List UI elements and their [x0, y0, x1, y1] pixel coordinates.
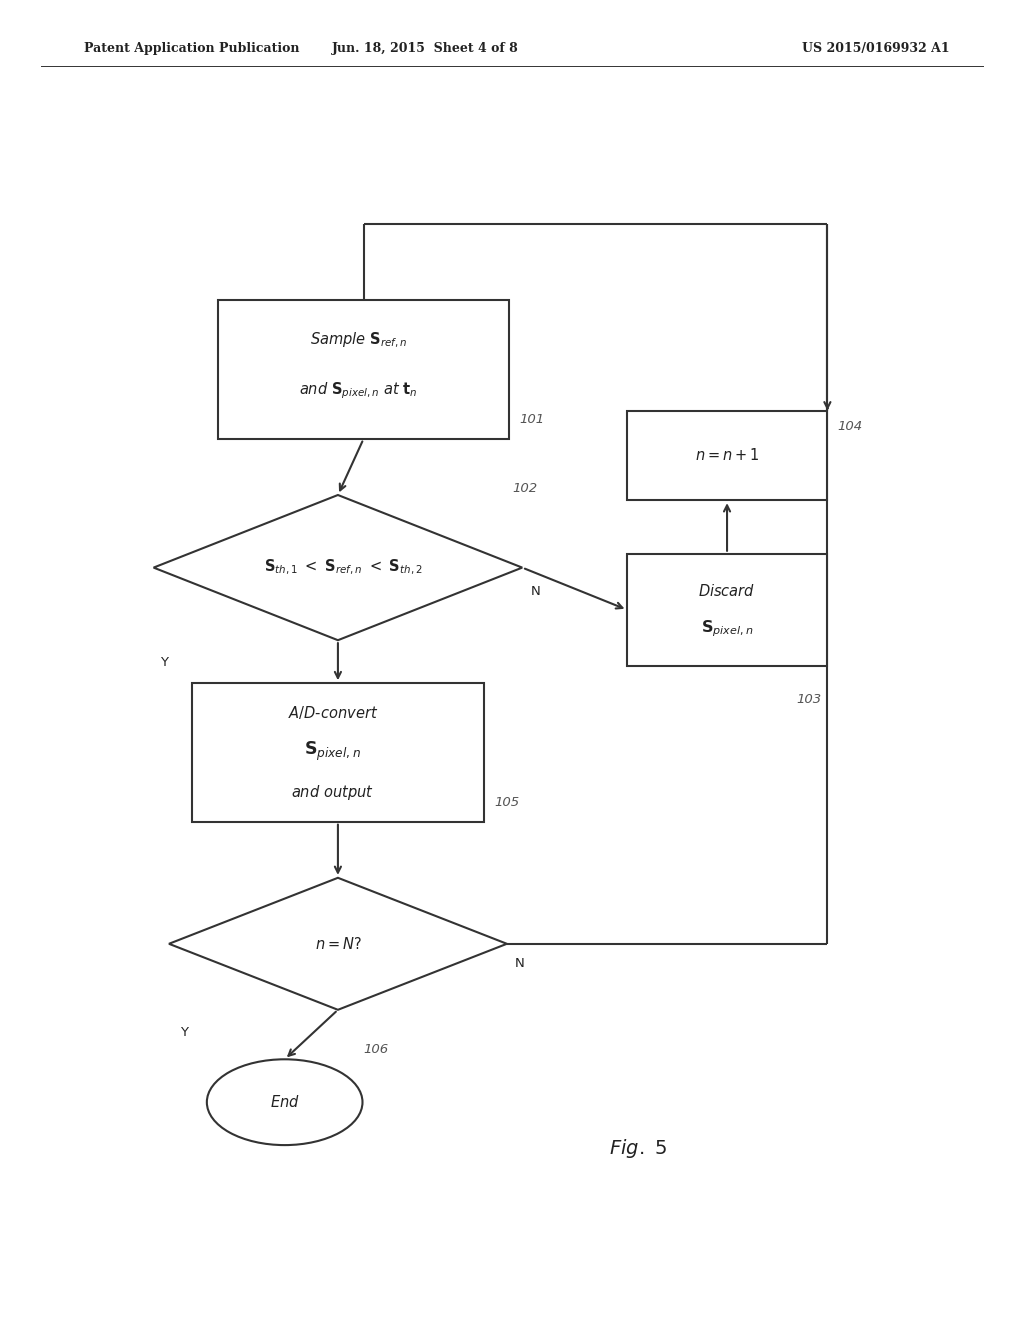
- Text: $\it{A/D\text{-}convert}$: $\it{A/D\text{-}convert}$: [288, 705, 378, 721]
- Text: $\mathbf{S}_{\mathit{pixel,n}}$: $\mathbf{S}_{\mathit{pixel,n}}$: [304, 739, 361, 763]
- Text: Jun. 18, 2015  Sheet 4 of 8: Jun. 18, 2015 Sheet 4 of 8: [332, 42, 518, 54]
- Text: Y: Y: [180, 1026, 188, 1039]
- Polygon shape: [154, 495, 522, 640]
- FancyBboxPatch shape: [627, 411, 826, 500]
- Text: $\it{Fig.\ 5}$: $\it{Fig.\ 5}$: [609, 1137, 668, 1160]
- FancyBboxPatch shape: [627, 554, 826, 665]
- Text: $\it{Discard}$: $\it{Discard}$: [698, 583, 756, 599]
- Text: 101: 101: [519, 413, 545, 426]
- Text: 103: 103: [797, 693, 821, 706]
- Text: $\it{and\ output}$: $\it{and\ output}$: [291, 783, 375, 801]
- Text: $\it{End}$: $\it{End}$: [269, 1094, 300, 1110]
- Text: Y: Y: [160, 656, 168, 669]
- Text: 105: 105: [495, 796, 519, 809]
- Text: 102: 102: [512, 482, 538, 495]
- Text: $\mathbf{S}_{\mathit{th,1}}$ $<$ $\mathbf{S}_{\mathit{ref,n}}$ $<$ $\mathbf{S}_{: $\mathbf{S}_{\mathit{th,1}}$ $<$ $\mathb…: [263, 558, 423, 577]
- Text: $\it{n = N?}$: $\it{n = N?}$: [314, 936, 361, 952]
- Ellipse shape: [207, 1059, 362, 1144]
- Text: $\it{Sample}$ $\mathbf{S}_{\mathit{ref,n}}$: $\it{Sample}$ $\mathbf{S}_{\mathit{ref,n…: [309, 331, 408, 350]
- Text: N: N: [515, 957, 525, 970]
- Text: $\mathbf{S}_{\mathit{pixel,n}}$: $\mathbf{S}_{\mathit{pixel,n}}$: [700, 618, 754, 639]
- FancyBboxPatch shape: [193, 684, 484, 821]
- Text: 104: 104: [838, 420, 862, 433]
- Text: 106: 106: [364, 1043, 389, 1056]
- Polygon shape: [169, 878, 507, 1010]
- Text: N: N: [530, 585, 541, 598]
- Text: $\it{and}$ $\mathbf{S}_{\mathit{pixel,n}}$ $\it{at}$ $\mathbf{t}_{\mathit{n}}$: $\it{and}$ $\mathbf{S}_{\mathit{pixel,n}…: [299, 380, 418, 401]
- Text: $n = n + 1$: $n = n + 1$: [695, 447, 759, 463]
- Text: US 2015/0169932 A1: US 2015/0169932 A1: [802, 42, 949, 54]
- FancyBboxPatch shape: [217, 301, 509, 438]
- Text: Patent Application Publication: Patent Application Publication: [84, 42, 299, 54]
